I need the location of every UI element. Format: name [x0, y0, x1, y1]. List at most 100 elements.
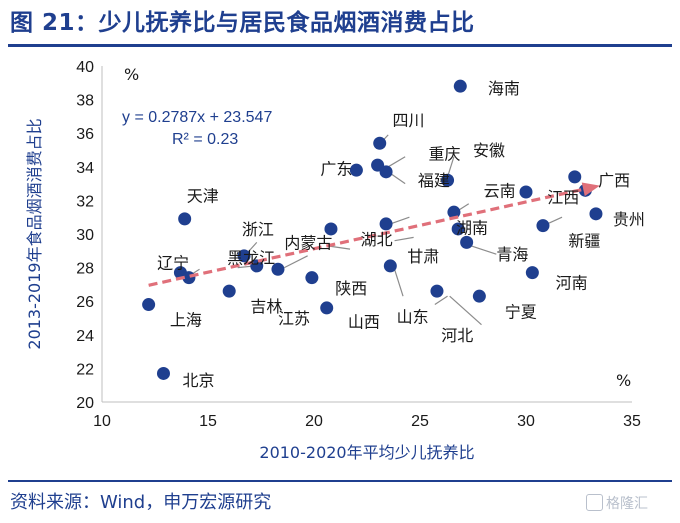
watermark-text: 格隆汇	[606, 496, 648, 512]
data-point	[373, 136, 387, 150]
y-tick-label: 34	[76, 160, 94, 177]
leader-line	[434, 295, 448, 306]
data-point	[156, 366, 170, 380]
point-label: 河北	[441, 326, 473, 345]
point-label: 江苏	[278, 309, 310, 328]
point-label: 江西	[547, 188, 579, 207]
trendline-arrow	[581, 182, 600, 197]
y-tick-label: 38	[76, 93, 94, 110]
data-point	[142, 298, 156, 312]
point-label: 四川	[392, 111, 424, 130]
data-point	[305, 271, 319, 285]
data-point	[250, 259, 264, 273]
point-label: 湖南	[456, 218, 488, 237]
data-point	[525, 266, 539, 280]
axes: 10 15 20 25 30 35 20 22 24 26 28 30 32 34 36 38 40	[76, 59, 641, 430]
data-point	[178, 212, 192, 226]
point-label: 福建	[418, 171, 450, 190]
data-point	[441, 173, 455, 187]
point-label: 青海	[496, 245, 528, 264]
data-point	[320, 301, 334, 315]
data-point	[349, 163, 363, 177]
regression-equation: y = 0.2787x + 23.547	[122, 109, 272, 126]
data-point	[453, 79, 467, 93]
y-tick-label: 36	[76, 126, 94, 143]
leader-line	[387, 156, 406, 168]
y-axis-label: 2013-2019年食品烟酒消费占比	[25, 118, 44, 349]
point-label: 北京	[183, 371, 215, 390]
y-tick-label: 22	[76, 361, 94, 378]
leader-line	[446, 156, 455, 178]
data-points	[142, 79, 603, 380]
x-tick-label: 35	[623, 413, 641, 430]
data-point	[472, 289, 486, 303]
point-label: 重庆	[428, 144, 460, 163]
data-point	[324, 222, 338, 236]
x-tick-label: 20	[305, 413, 323, 430]
watermark: 格隆汇	[586, 493, 648, 513]
x-unit: %	[616, 371, 631, 390]
y-unit: %	[124, 65, 139, 84]
leader-line	[457, 203, 470, 211]
point-label: 浙江	[242, 220, 274, 239]
point-label: 宁夏	[505, 302, 537, 321]
title-rule	[8, 44, 672, 47]
x-tick-label: 10	[93, 413, 111, 430]
point-label: 吉林	[250, 297, 282, 316]
watermark-logo-icon	[586, 494, 603, 511]
x-tick-label: 25	[411, 413, 429, 430]
data-point	[460, 235, 474, 249]
point-label: 安徽	[473, 141, 505, 160]
point-label: 甘肃	[407, 247, 439, 266]
data-point	[568, 170, 582, 184]
trendline	[148, 184, 597, 287]
point-label: 广西	[598, 171, 630, 190]
point-label: 内蒙古	[284, 233, 332, 252]
leader-line	[394, 236, 414, 242]
figure-title: 图 21：少儿抚养比与居民食品烟酒消费占比	[10, 10, 475, 36]
leader-line	[284, 255, 308, 269]
data-point	[451, 222, 465, 236]
y-tick-label: 20	[76, 395, 94, 412]
point-label: 辽宁	[157, 254, 189, 273]
y-tick-label: 28	[76, 261, 94, 278]
point-label: 河南	[556, 274, 588, 293]
scatter-chart: 10 15 20 25 30 35 20 22 24 26 28 30 32 34 36 38 40 海南四川重…	[25, 59, 645, 462]
data-point	[536, 219, 550, 233]
leader-line	[449, 295, 482, 326]
point-label: 广东	[320, 159, 352, 178]
data-point	[430, 284, 444, 298]
data-point	[379, 165, 393, 179]
data-point	[379, 217, 393, 231]
point-label: 天津	[187, 186, 219, 205]
leader-line	[546, 216, 563, 225]
point-label: 海南	[488, 79, 520, 98]
point-label: 山东	[397, 307, 429, 326]
data-point	[237, 249, 251, 263]
leader-line	[470, 245, 497, 255]
data-point	[222, 284, 236, 298]
point-label: 湖北	[361, 230, 393, 249]
leader-line	[393, 269, 404, 297]
data-point	[383, 259, 397, 273]
trendline-group	[148, 182, 600, 287]
point-label: 黑龙江	[227, 249, 275, 268]
point-label: 陕西	[335, 279, 367, 298]
x-tick-label: 15	[199, 413, 217, 430]
source-rule	[8, 480, 672, 482]
source-note: 资料来源：Wind，申万宏源研究	[10, 492, 272, 513]
data-point	[447, 205, 461, 219]
point-label: 上海	[170, 311, 202, 330]
data-point	[519, 185, 533, 199]
point-label: 山西	[348, 312, 380, 331]
leader-line	[390, 216, 410, 225]
x-tick-label: 30	[517, 413, 535, 430]
point-label: 贵州	[613, 210, 645, 229]
x-axis-label: 2010-2020年平均少儿抚养比	[259, 443, 474, 462]
y-tick-label: 32	[76, 193, 94, 210]
y-tick-label: 26	[76, 294, 94, 311]
data-point	[589, 207, 603, 221]
point-label: 云南	[484, 181, 516, 200]
y-tick-label: 30	[76, 227, 94, 244]
